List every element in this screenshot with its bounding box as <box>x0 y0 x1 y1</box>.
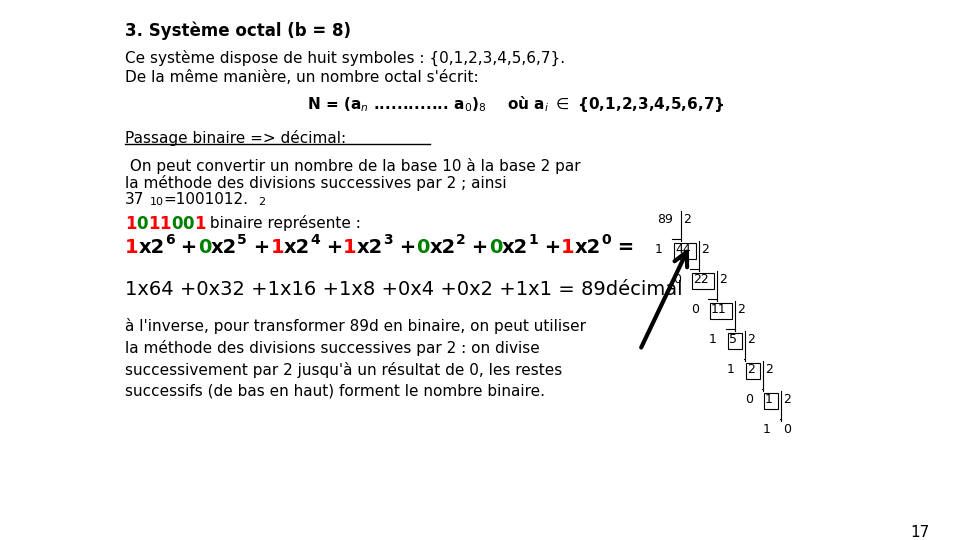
Text: 1: 1 <box>763 423 771 436</box>
Text: 1: 1 <box>159 215 171 233</box>
Text: 1: 1 <box>125 238 138 257</box>
Text: 1: 1 <box>655 243 663 256</box>
Text: 0: 0 <box>198 238 211 257</box>
Text: 0: 0 <box>182 215 194 233</box>
Text: 22: 22 <box>693 273 708 286</box>
Text: 37: 37 <box>125 192 144 207</box>
Bar <box>728 333 742 349</box>
Text: 1x64 +0x32 +1x16 +1x8 +0x4 +0x2 +1x1 = 89décimal: 1x64 +0x32 +1x16 +1x8 +0x4 +0x2 +1x1 = 8… <box>125 280 683 299</box>
Text: x2: x2 <box>429 238 456 257</box>
Text: 1: 1 <box>709 333 717 346</box>
Text: 2: 2 <box>737 303 745 316</box>
Text: 3: 3 <box>383 233 393 247</box>
Bar <box>692 273 714 289</box>
Text: 1: 1 <box>562 238 575 257</box>
Text: 2: 2 <box>456 233 466 247</box>
Text: 0: 0 <box>673 273 681 286</box>
Text: x2: x2 <box>502 238 528 257</box>
Text: +: + <box>320 238 344 257</box>
Text: x2: x2 <box>211 238 237 257</box>
Text: =: = <box>611 238 634 257</box>
Text: à l'inverse, pour transformer 89d en binaire, on peut utiliser: à l'inverse, pour transformer 89d en bin… <box>125 318 586 334</box>
Text: 0: 0 <box>745 393 753 406</box>
Text: successifs (de bas en haut) forment le nombre binaire.: successifs (de bas en haut) forment le n… <box>125 384 545 399</box>
Bar <box>764 393 778 409</box>
Bar <box>674 243 696 259</box>
Text: la méthode des divisions successives par 2 : on divise: la méthode des divisions successives par… <box>125 340 540 356</box>
Text: 5: 5 <box>237 233 247 247</box>
Text: 2: 2 <box>258 197 265 207</box>
Text: 2: 2 <box>765 363 773 376</box>
Text: 2: 2 <box>719 273 727 286</box>
Text: +: + <box>466 238 489 257</box>
Text: De la même manière, un nombre octal s'écrit:: De la même manière, un nombre octal s'éc… <box>125 70 479 85</box>
Text: +: + <box>393 238 416 257</box>
Text: =1001012.: =1001012. <box>163 192 248 207</box>
Bar <box>746 363 760 379</box>
Text: 0: 0 <box>416 238 429 257</box>
Text: On peut convertir un nombre de la base 10 à la base 2 par: On peut convertir un nombre de la base 1… <box>125 158 581 174</box>
Text: x2: x2 <box>357 238 383 257</box>
Text: +: + <box>247 238 271 257</box>
Text: 10: 10 <box>150 197 164 207</box>
Text: 2: 2 <box>747 363 755 376</box>
Text: x2: x2 <box>138 238 165 257</box>
Text: x2: x2 <box>284 238 310 257</box>
Text: N = (a$_n$ ............. a$_0$)$_8$    où a$_i$ $\in$ {0,1,2,3,4,5,6,7}: N = (a$_n$ ............. a$_0$)$_8$ où a… <box>307 94 725 114</box>
Text: 4: 4 <box>310 233 320 247</box>
Text: 6: 6 <box>165 233 175 247</box>
Text: +: + <box>175 238 198 257</box>
Text: 1: 1 <box>765 393 773 406</box>
Text: +: + <box>538 238 562 257</box>
Text: 2: 2 <box>747 333 755 346</box>
Text: la méthode des divisions successives par 2 ; ainsi: la méthode des divisions successives par… <box>125 175 507 191</box>
Text: 1: 1 <box>194 215 205 233</box>
Text: 1: 1 <box>344 238 357 257</box>
Text: 2: 2 <box>783 393 791 406</box>
Text: 17: 17 <box>911 525 930 540</box>
Text: 1: 1 <box>148 215 159 233</box>
Text: Ce système dispose de huit symboles : {0,1,2,3,4,5,6,7}.: Ce système dispose de huit symboles : {0… <box>125 50 565 66</box>
Text: 2: 2 <box>701 243 708 256</box>
Text: successivement par 2 jusqu'à un résultat de 0, les restes: successivement par 2 jusqu'à un résultat… <box>125 362 563 378</box>
Text: 0: 0 <box>489 238 502 257</box>
Text: 0: 0 <box>171 215 182 233</box>
Text: 2: 2 <box>683 213 691 226</box>
Text: 1: 1 <box>528 233 538 247</box>
Text: 0: 0 <box>601 233 611 247</box>
Text: 5: 5 <box>729 333 737 346</box>
Text: 89: 89 <box>657 213 673 226</box>
Text: 3. Système octal (b = 8): 3. Système octal (b = 8) <box>125 22 351 40</box>
Bar <box>710 303 732 319</box>
Text: 1: 1 <box>125 215 136 233</box>
Text: 1: 1 <box>727 363 735 376</box>
Text: 0: 0 <box>136 215 148 233</box>
Text: Passage binaire => décimal:: Passage binaire => décimal: <box>125 130 347 146</box>
Text: 0: 0 <box>691 303 699 316</box>
Text: 0: 0 <box>783 423 791 436</box>
Text: 11: 11 <box>711 303 727 316</box>
Text: 44: 44 <box>675 243 691 256</box>
Text: binaire représente :: binaire représente : <box>205 215 361 231</box>
Text: x2: x2 <box>575 238 601 257</box>
Text: 1: 1 <box>271 238 284 257</box>
